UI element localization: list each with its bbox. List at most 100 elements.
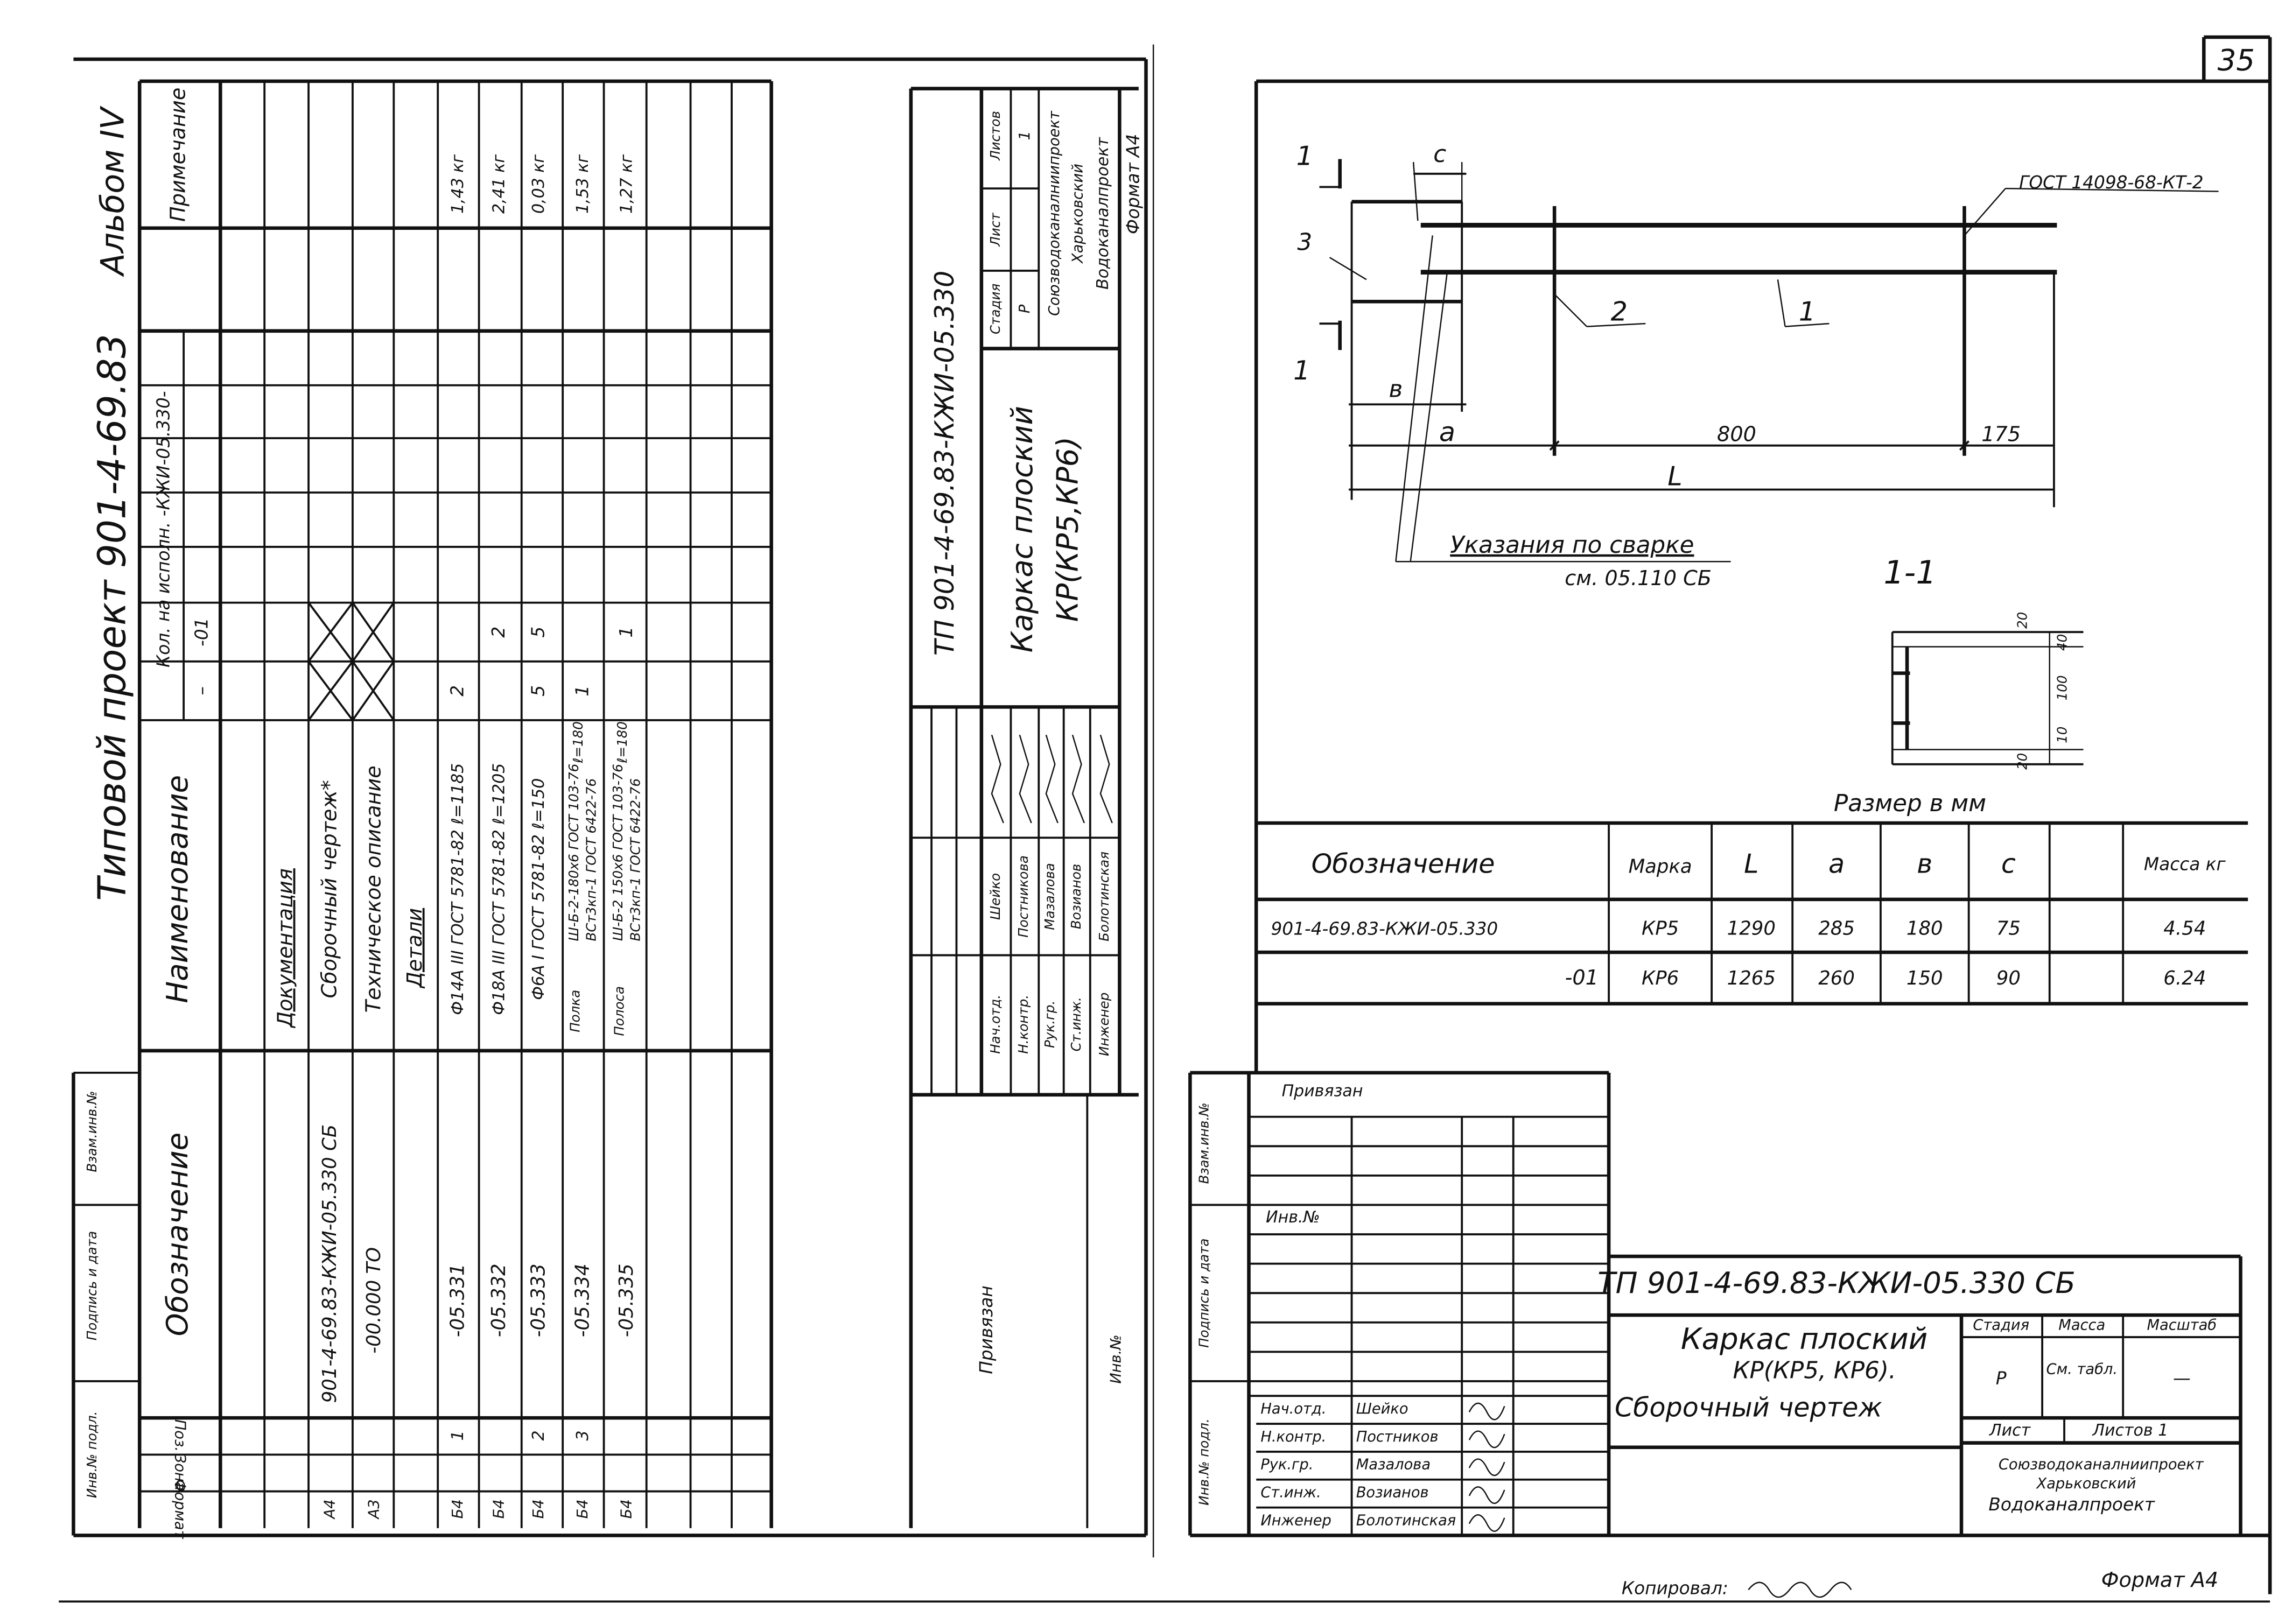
spec-row: Документация (274, 868, 298, 1029)
frame-geometry (1319, 159, 2219, 765)
dim-175-label: 175 (1981, 423, 2021, 446)
spec-row: Детали (403, 908, 427, 989)
right-stage-label: Стадия (1973, 1317, 2029, 1333)
row-format: А3 (366, 1499, 382, 1520)
left-org-l2: Харьковский (1069, 164, 1086, 264)
marks-table-rows: 901-4-69.83-КЖИ-05.330 КР5 1290 285 180 75 4.5… (1271, 917, 2206, 990)
left-sheets-label: Листов (987, 111, 1003, 161)
col-header-zone: Зона (171, 1454, 188, 1491)
signature-row: Ст.инж. Возианов (1260, 1485, 1505, 1505)
th-designation: Обозначение (1312, 848, 1495, 880)
row-name: Техническое описание (362, 765, 385, 1013)
row-pos: 1 (448, 1430, 467, 1440)
cell-b: 180 (1907, 917, 1943, 939)
row-name: Полоса (612, 986, 627, 1036)
section-title: 1-1 (1883, 554, 1936, 592)
row-name: Полка (567, 990, 583, 1032)
handwritten-signature (1468, 1514, 1505, 1532)
section-dim-100: 100 (2054, 675, 2070, 700)
row-designation: -05.335 (615, 1263, 637, 1337)
col-header-note: Примечание (166, 88, 190, 222)
cell-designation: -01 (1565, 966, 1599, 990)
row-name: Детали (403, 908, 427, 989)
right-scale-value: — (2173, 1368, 2191, 1388)
th-a: а (1828, 848, 1845, 880)
right-org-l1: Союзводоканалниипроект (1999, 1457, 2204, 1473)
not-applicable-cross (307, 660, 354, 721)
left-sheets-value: 1 (1017, 131, 1033, 140)
row-qty-01: 2 (488, 627, 509, 638)
handwritten-signature (1045, 734, 1059, 824)
left-stage-label: Стадия (987, 284, 1003, 334)
row-name: Сборочный чертеж* (318, 780, 341, 998)
row-name-line-1: Ш-Б-2 150х6 ГОСТ 103-76 (610, 764, 626, 941)
right-mass-value: См. табл. (2046, 1361, 2118, 1377)
row-name-line-2: ВСт3кп-1 ГОСТ 6422-76 (584, 778, 599, 941)
row-name: Ф14А III ГОСТ 5781-82 ℓ=1185 (448, 763, 467, 1015)
left-org-l1: Союзводоканалниипроект (1046, 110, 1063, 316)
table-row: -01 КР6 1265 260 150 90 6.24 (1565, 966, 2206, 990)
pos-3-label: 3 (1297, 229, 1312, 256)
signature-role: Ст.инж. (1068, 997, 1084, 1051)
col-header-qty-01: -01 (192, 617, 212, 646)
section-mark-bottom: 1 (1293, 355, 1310, 386)
handwritten-signature (1468, 1486, 1505, 1505)
table-row: 901-4-69.83-КЖИ-05.330 КР5 1290 285 180 75 4.5… (1271, 917, 2206, 939)
right-bound-label: Привязан (1282, 1082, 1363, 1101)
cell-mass: 6.24 (2163, 967, 2206, 989)
signature-row: Н.контр. Постников (1260, 1429, 1505, 1449)
signature-role: Рук.гр. (1042, 1001, 1057, 1048)
units-note: Размер в мм (1834, 790, 1986, 817)
signature-role: Инженер (1096, 993, 1112, 1056)
row-note: 1,43 кг (448, 154, 467, 214)
row-note: 1,27 кг (618, 154, 636, 214)
signature-role: Инженер (1260, 1512, 1331, 1529)
row-format: Б4 (574, 1499, 591, 1518)
weld-note-l1: Указания по сварке (1450, 531, 1694, 559)
signature-row: Нач.отд. Шейко (987, 734, 1004, 1054)
row-designation: -05.334 (571, 1263, 593, 1337)
th-mass: Масса кг (2144, 854, 2226, 874)
cell-L: 1290 (1727, 917, 1776, 939)
th-c: с (2001, 848, 2016, 880)
left-signature-rows: Нач.отд. Шейко Н.контр. Постникова Рук.гр. Ма… (987, 734, 1113, 1056)
dim-L-label: L (1667, 460, 1682, 491)
cell-mark: КР6 (1642, 967, 1679, 989)
left-format-label: Формат А4 (1123, 134, 1144, 234)
left-sheet: Типовой проект 901-4-69.83 Альбом IV Инв… (84, 88, 1144, 1539)
signature-name: Шейко (1356, 1401, 1408, 1417)
frame-lines (59, 35, 2272, 1603)
th-mark: Марка (1629, 856, 1692, 878)
rule-line (1395, 235, 1433, 562)
dim-a-label: а (1439, 416, 1455, 447)
rule-line (1959, 440, 1970, 451)
dim-800-label: 800 (1717, 423, 1756, 446)
weld-note-l2: см. 05.110 СБ (1565, 567, 1712, 590)
signature-name: Возианов (1068, 864, 1084, 929)
marks-table: Обозначение Марка L а в с Масса кг 901-4… (1271, 848, 2226, 990)
row-designation: -00.000 ТО (363, 1247, 385, 1354)
col-header-format: Формат (171, 1479, 188, 1539)
right-sheets-label: Листов 1 (2092, 1421, 2168, 1440)
rule-line (1329, 257, 1367, 280)
row-designation: -05.332 (488, 1263, 510, 1337)
spec-row: Б4 -05.332 Ф18А III ГОСТ 5781-82 ℓ=1205 2 2,… (488, 154, 510, 1519)
signature-role: Н.контр. (1260, 1429, 1326, 1445)
th-L: L (1744, 848, 1758, 880)
row-format: Б4 (530, 1499, 547, 1518)
section-dim-40: 40 (2054, 634, 2070, 651)
row-qty-01: 5 (528, 627, 548, 638)
row-name: Ф6А I ГОСТ 5781-82 ℓ=150 (529, 778, 548, 1000)
row-designation: 901-4-69.83-КЖИ-05.330 СБ (319, 1124, 341, 1403)
row-format: Б4 (490, 1499, 507, 1518)
row-qty-base: 2 (447, 685, 467, 697)
row-name: Ф18А III ГОСТ 5781-82 ℓ=1205 (489, 763, 508, 1015)
left-inv-label: Инв.№ (1108, 1334, 1124, 1383)
spec-row: А4 901-4-69.83-КЖИ-05.330 СБ Сборочный чер… (318, 780, 341, 1520)
handwritten-signature (1468, 1402, 1505, 1421)
pos-2-label: 2 (1611, 296, 1628, 327)
copied-by-label: Копировал: (1622, 1578, 1728, 1599)
right-title-l3: Сборочный чертеж (1615, 1391, 1882, 1423)
not-applicable-cross (352, 602, 395, 662)
